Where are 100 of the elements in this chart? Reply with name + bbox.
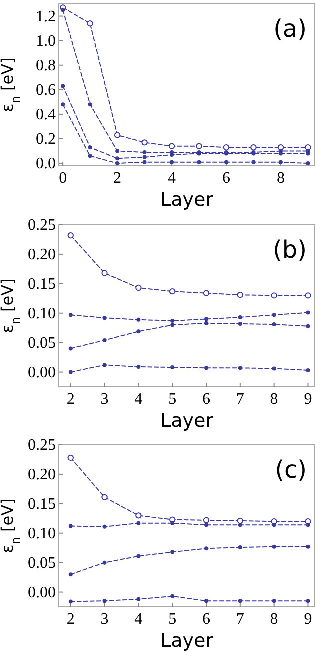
y-tick-label: 1.0 [36,32,56,50]
x-axis-title: Layer [160,410,214,432]
point [306,523,310,528]
point [142,160,147,164]
point [204,523,208,528]
x-tick-label: 2 [66,391,75,408]
x-tick-label: 2 [66,611,75,628]
point [102,599,107,604]
point [116,156,120,161]
point [61,8,66,12]
point [238,599,242,604]
point [306,162,310,166]
point [136,554,141,558]
point [170,323,175,328]
y-tick-label: 0.2 [36,131,56,148]
y-tick-label: 0.0 [36,156,56,173]
point [68,524,73,528]
y-tick-label: 0.25 [28,217,56,234]
y-tick-label: 0.6 [36,82,56,99]
x-tick-label: 0 [59,170,68,187]
y-tick-label: 0.20 [28,246,56,264]
point [142,150,147,154]
point [238,523,242,528]
point [271,292,278,299]
point [116,149,120,154]
point [305,292,312,299]
y-tick-label: 0.4 [36,106,56,124]
point [306,324,310,328]
y-tick-label: 0.00 [28,584,56,602]
point [305,144,312,151]
y-tick-label: 0.10 [28,305,56,322]
point [170,594,175,598]
y-tick-label: 0.15 [28,276,56,293]
point [114,132,121,138]
point [252,160,256,164]
point [250,144,257,151]
x-tick-label: 5 [168,611,177,628]
point [136,364,141,369]
point [238,366,242,370]
x-tick-label: 7 [236,611,244,628]
point [68,370,73,374]
y-tick-label: 0.00 [28,364,56,382]
point [306,368,310,373]
point [68,454,74,462]
point [197,160,202,164]
x-tick-label: 3 [100,391,109,408]
x-tick-label: 8 [270,391,278,408]
annotation: (b) [273,236,307,264]
point [278,152,283,156]
point [102,494,108,501]
x-tick-label: 5 [168,391,177,408]
point [203,290,210,296]
x-tick-label: 4 [168,170,176,187]
x-tick-label: 8 [270,611,278,628]
point [204,546,208,551]
point [272,523,276,528]
point [88,102,92,107]
point [238,315,242,320]
annotation: (a) [274,15,307,43]
point [204,317,208,322]
x-tick-label: 8 [276,170,285,187]
point [237,292,244,298]
point [306,152,310,156]
point [168,143,176,150]
y-tick-label: 0.10 [28,525,56,542]
point [88,146,92,150]
y-tick-label: 0.20 [28,466,56,484]
point [196,143,202,150]
x-tick-label: 9 [304,611,312,628]
point [102,363,107,368]
point [272,599,276,604]
point [223,144,230,151]
point [102,338,107,342]
point [136,284,142,292]
point [61,102,66,107]
point [136,521,141,526]
point [306,544,310,549]
point [68,313,73,318]
x-tick-label: 7 [236,391,244,408]
point [278,144,284,151]
point [272,544,276,549]
point [204,321,208,326]
point [142,140,148,146]
y-tick-label: 0.25 [28,437,56,454]
point [68,346,73,351]
point [170,366,175,370]
point [272,313,276,318]
point [170,550,175,554]
point [170,521,175,526]
x-tick-label: 6 [222,170,230,187]
x-tick-label: 3 [100,611,109,628]
x-tick-label: 2 [114,170,122,187]
point [272,366,276,371]
y-tick-label: 1.2 [36,8,56,26]
point [102,524,107,529]
x-tick-label: 9 [304,391,312,408]
point [238,322,242,326]
point [142,155,147,160]
point [88,154,92,158]
y-tick-label: 0.05 [28,554,56,572]
